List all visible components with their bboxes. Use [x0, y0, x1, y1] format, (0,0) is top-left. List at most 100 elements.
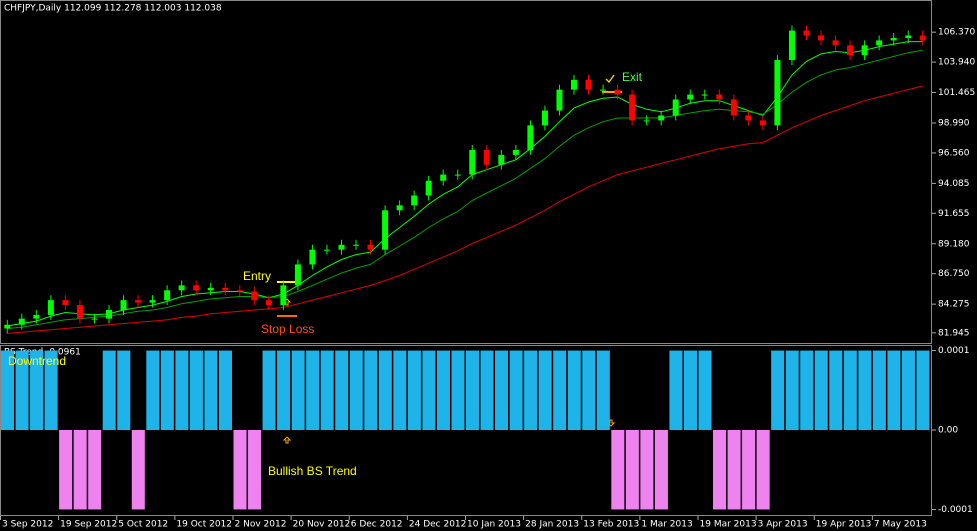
histogram-bar: [248, 430, 262, 510]
candle-body: [818, 35, 825, 41]
x-tick-label: 19 Apr 2013: [816, 520, 872, 530]
candle-body: [323, 249, 330, 251]
annotation: Exit: [622, 70, 643, 84]
candle-body: [18, 318, 25, 325]
histogram-bar: [611, 430, 625, 510]
moving-average: [7, 85, 923, 334]
candle-body: [832, 40, 839, 46]
histogram-bar: [509, 350, 523, 430]
histogram-bar: [829, 350, 843, 430]
histogram-bar: [160, 350, 174, 430]
candle-body: [716, 94, 723, 100]
x-tick-label: 10 Jan 2013: [467, 520, 521, 530]
histogram-bar: [742, 430, 756, 510]
moving-average: [7, 49, 923, 329]
candle-body: [236, 290, 243, 292]
candle-body: [454, 174, 461, 176]
candle-body: [498, 154, 505, 165]
candle-body: [105, 309, 112, 319]
x-tick-label: 19 Sep 2012: [60, 520, 117, 530]
candle-body: [876, 40, 883, 46]
histogram-bar: [320, 350, 334, 430]
histogram-bar: [88, 430, 102, 510]
candle-body: [585, 79, 592, 90]
y-tick-label: 96.560: [938, 148, 970, 158]
histogram-bar: [175, 350, 189, 430]
candle-body: [759, 120, 766, 126]
histogram-bar: [306, 350, 320, 430]
candle-body: [382, 210, 389, 250]
candle-body: [556, 89, 563, 111]
candle-body: [265, 300, 272, 306]
histogram-bar: [189, 350, 203, 430]
candle-body: [469, 149, 476, 175]
candle-body: [600, 89, 607, 91]
histogram-bar: [30, 350, 44, 430]
candle-body: [280, 285, 287, 306]
candle-body: [847, 45, 854, 56]
histogram-bar: [683, 350, 697, 430]
y-tick-label: 101.465: [938, 88, 975, 98]
histogram-bar: [553, 350, 567, 430]
candle-body: [396, 205, 403, 211]
trend-arrow: [282, 436, 292, 444]
histogram-bar: [436, 350, 450, 430]
chart-title: CHFJPY,Daily 112.099 112.278 112.003 112…: [4, 4, 222, 14]
histogram-bar: [524, 350, 538, 430]
histogram-bar: [233, 430, 247, 510]
candle-body: [193, 285, 200, 291]
histogram-bar: [204, 350, 218, 430]
histogram-bar: [887, 350, 901, 430]
candle-body: [527, 125, 534, 150]
histogram-bar: [669, 350, 683, 430]
histogram-bar: [872, 350, 886, 430]
main-panel-frame: [0, 0, 932, 344]
candle-body: [76, 305, 83, 319]
histogram-bar: [756, 430, 770, 510]
exit-check: [605, 74, 615, 84]
histogram-bar: [466, 350, 480, 430]
candle-body: [4, 324, 11, 329]
candle-body: [411, 195, 418, 206]
histogram-bar: [218, 350, 232, 430]
y-tick-label: 94.085: [938, 179, 970, 189]
candle-body: [614, 89, 621, 95]
histogram-bar: [378, 350, 392, 430]
histogram-bar: [713, 430, 727, 510]
candle-body: [178, 285, 185, 291]
histogram-bar: [131, 430, 145, 510]
histogram-bar: [596, 350, 610, 430]
histogram-bar: [102, 350, 116, 430]
y-tick-label: 0.00: [938, 426, 958, 436]
histogram-bar: [495, 350, 509, 430]
x-tick-label: 3 Apr 2013: [758, 520, 808, 530]
candle-body: [672, 99, 679, 116]
candle-body: [701, 94, 708, 96]
candle-body: [149, 300, 156, 303]
histogram-bar: [567, 350, 581, 430]
histogram-bar: [451, 350, 465, 430]
indicator-panel-frame: [0, 345, 932, 516]
x-tick-label: 13 Feb 2013: [583, 520, 639, 530]
x-tick-label: 3 Sep 2012: [2, 520, 53, 530]
x-tick-label: 20 Nov 2012: [293, 520, 351, 530]
candle-body: [570, 79, 577, 90]
histogram-bar: [480, 350, 494, 430]
histogram-bar: [349, 350, 363, 430]
candle-body: [207, 287, 214, 291]
histogram-bar: [654, 430, 668, 510]
y-tick-label: 106.370: [938, 28, 975, 38]
candle-body: [774, 60, 781, 126]
candle-body: [788, 30, 795, 61]
candle-body: [120, 300, 127, 310]
y-tick-label: 91.655: [938, 209, 970, 219]
candle-body: [861, 45, 868, 56]
histogram-bar: [364, 350, 378, 430]
histogram-bar: [698, 350, 712, 430]
candle-body: [33, 314, 40, 319]
histogram-bar: [843, 350, 857, 430]
candle-body: [294, 264, 301, 286]
histogram-bar: [901, 350, 915, 430]
annotation: Bullish BS Trend: [268, 464, 357, 478]
